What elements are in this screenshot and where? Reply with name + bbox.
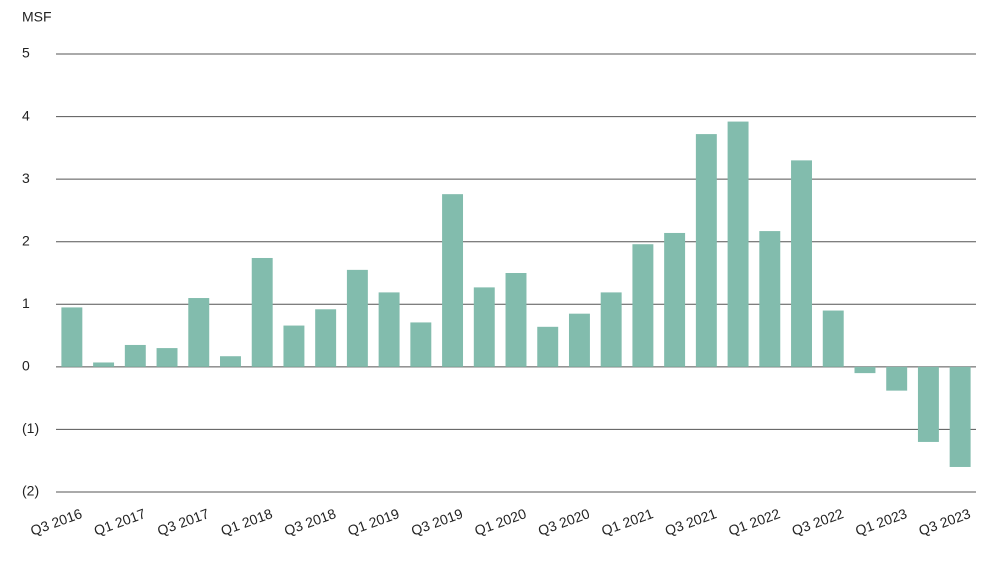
- y-tick-label: (2): [22, 483, 39, 499]
- bar: [632, 244, 654, 367]
- bar: [822, 310, 844, 367]
- x-tick-label: Q1 2020: [472, 505, 528, 538]
- x-tick-label: Q3 2017: [155, 505, 211, 538]
- bar: [156, 348, 178, 367]
- x-tick-label: Q1 2023: [853, 505, 909, 538]
- y-tick-label: 2: [22, 232, 30, 248]
- x-tick-label: Q3 2018: [282, 505, 338, 538]
- bar: [378, 292, 400, 367]
- bar: [759, 231, 781, 367]
- bar: [442, 194, 464, 367]
- bar: [854, 366, 876, 374]
- y-tick-label: 0: [22, 358, 30, 374]
- bar: [505, 273, 527, 367]
- bar: [664, 232, 686, 367]
- bar: [600, 292, 622, 367]
- x-tick-label: Q3 2023: [916, 505, 972, 538]
- x-tick-label: Q1 2018: [219, 505, 275, 538]
- bar: [695, 134, 717, 367]
- y-tick-label: (1): [22, 420, 39, 436]
- y-tick-label: 5: [22, 45, 30, 61]
- y-tick-label: 4: [22, 107, 30, 123]
- bar: [886, 366, 908, 391]
- bar: [537, 326, 559, 367]
- bar: [346, 269, 368, 367]
- bar: [568, 313, 590, 367]
- y-axis-label: MSF: [22, 9, 52, 25]
- bar: [220, 356, 241, 367]
- x-tick-label: Q3 2016: [28, 505, 84, 538]
- x-tick-label: Q1 2017: [92, 505, 148, 538]
- bar: [283, 325, 305, 367]
- bar: [791, 160, 812, 367]
- bar: [251, 257, 273, 367]
- bar: [473, 287, 495, 367]
- bar: [917, 366, 939, 442]
- bar: [949, 366, 971, 467]
- bar: [124, 344, 146, 367]
- bar: [410, 322, 432, 367]
- x-tick-label: Q3 2022: [790, 505, 846, 538]
- x-tick-label: Q1 2019: [345, 505, 401, 538]
- x-tick-label: Q1 2022: [726, 505, 782, 538]
- bar: [61, 307, 83, 367]
- bar: [727, 121, 749, 367]
- x-tick-label: Q3 2020: [536, 505, 592, 538]
- y-tick-label: 1: [22, 295, 30, 311]
- bar: [188, 298, 210, 367]
- x-tick-label: Q1 2021: [599, 505, 655, 538]
- y-tick-label: 3: [22, 170, 30, 186]
- x-tick-label: Q3 2021: [663, 505, 719, 538]
- x-tick-label: Q3 2019: [409, 505, 465, 538]
- bar: [93, 362, 115, 367]
- bar: [315, 309, 337, 367]
